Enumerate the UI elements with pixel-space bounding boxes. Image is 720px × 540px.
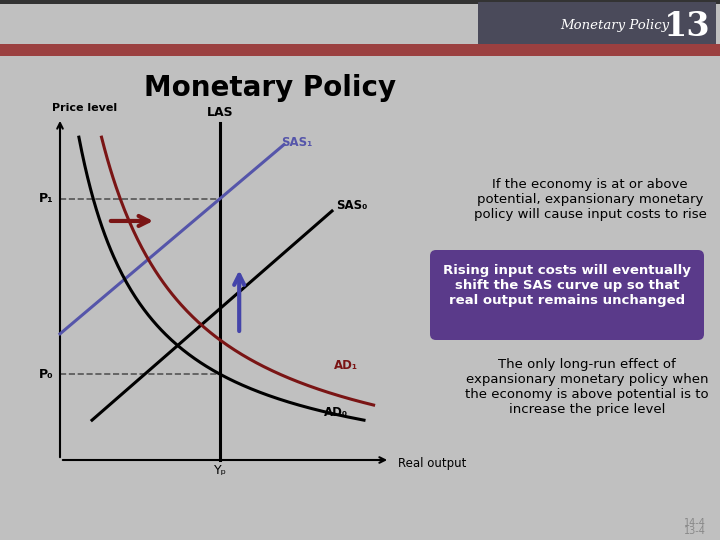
Text: P₀: P₀ [40,368,54,381]
Text: Monetary Policy: Monetary Policy [144,74,396,102]
Text: P₁: P₁ [40,192,54,205]
Text: Real output: Real output [398,457,467,470]
Text: 13: 13 [663,10,710,43]
FancyBboxPatch shape [478,2,716,44]
Bar [0,0,720,4]
Text: SAS₁: SAS₁ [282,136,313,149]
Text: Rising input costs will eventually
shift the SAS curve up so that
real output re: Rising input costs will eventually shift… [443,264,691,307]
Text: AD₀: AD₀ [325,406,348,419]
Text: SAS₀: SAS₀ [336,199,367,212]
Text: Monetary Policy: Monetary Policy [560,19,669,32]
Text: The only long-run effect of
expansionary monetary policy when
the economy is abo: The only long-run effect of expansionary… [465,358,708,416]
Text: If the economy is at or above
potential, expansionary monetary
policy will cause: If the economy is at or above potential,… [474,178,706,221]
Text: 14-4: 14-4 [684,518,706,528]
Text: Price level: Price level [52,103,117,113]
Text: Yₚ: Yₚ [214,464,227,477]
FancyBboxPatch shape [430,250,704,340]
Bar [0,44,720,56]
Text: AD₁: AD₁ [334,359,358,372]
Text: 13-4: 13-4 [684,526,706,536]
Text: LAS: LAS [207,105,233,118]
